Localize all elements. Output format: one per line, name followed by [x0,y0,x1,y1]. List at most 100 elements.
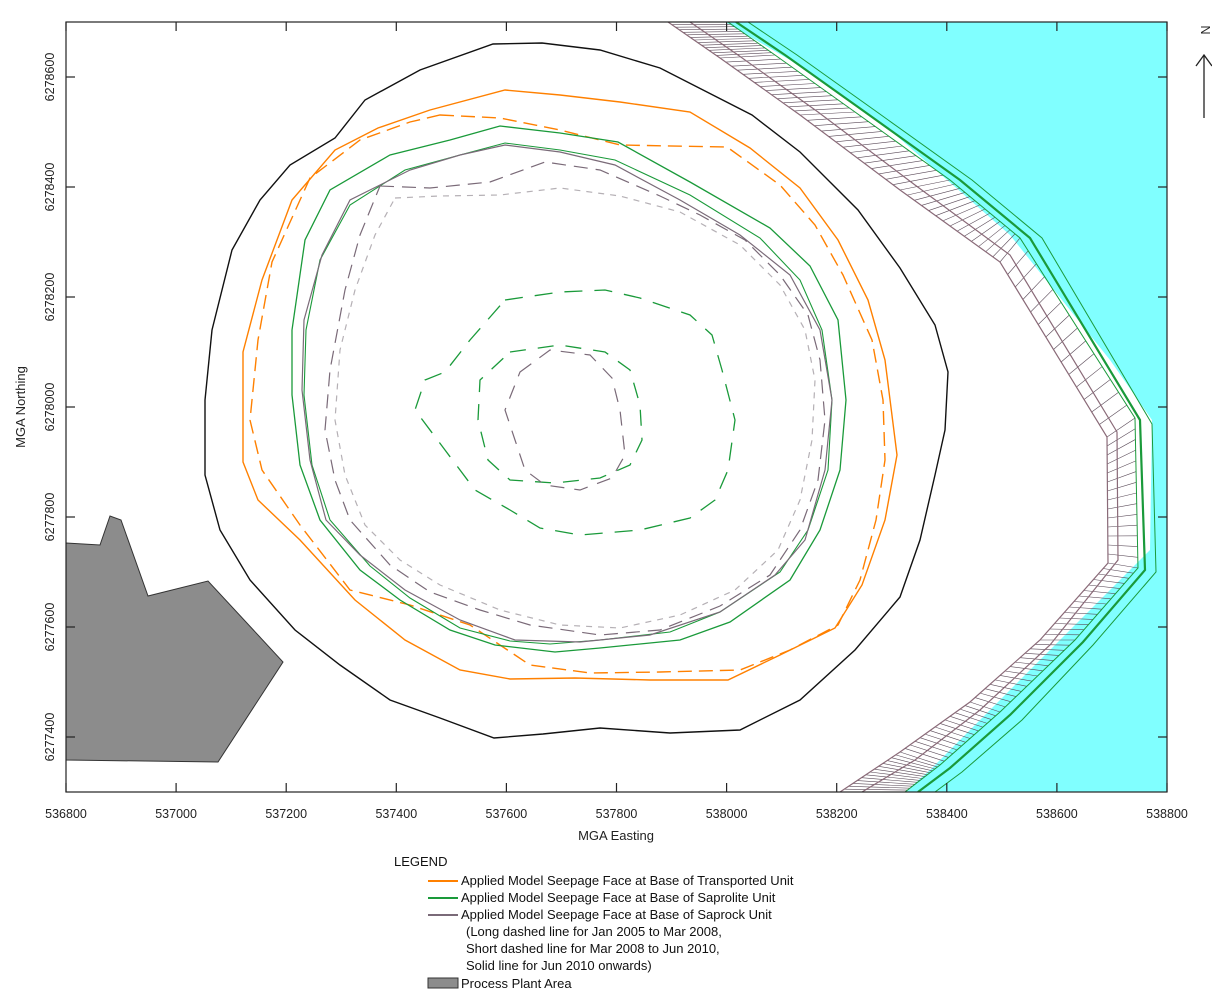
hatch-mark [1107,544,1138,547]
hatch-mark [994,679,1027,687]
water-body [725,22,1167,792]
hatch-mark [794,107,850,112]
legend-label-saprock: Applied Model Seepage Face at Base of Sa… [461,907,772,922]
hatch-mark [984,688,1017,697]
hatch-mark [719,54,776,59]
hatch-mark [857,780,916,785]
hatch-mark [924,733,962,747]
hatch-mark [807,116,862,121]
saprock-dashed-contour [324,161,826,636]
hatch-mark [959,708,992,720]
hatch-mark [1009,666,1043,672]
x-tick-label: 538600 [1036,807,1078,821]
hatch-mark [909,744,949,758]
x-tick-label: 537800 [596,807,638,821]
hatch-mark [885,169,937,180]
hatch-mark [921,192,966,206]
hatch-mark [771,91,827,95]
hatch-mark [887,760,933,772]
hatch-mark [1045,314,1070,338]
hatch-mark [759,83,816,87]
y-tick-label: 6278600 [43,53,57,102]
process-plant-area [66,515,284,763]
hatch-mark [929,730,966,743]
hatch-mark [1107,449,1136,465]
legend-note-1: (Long dashed line for Jan 2005 to Mar 20… [466,924,722,939]
hatch-mark [821,126,876,132]
hatch-mark [954,712,988,724]
hatch-mark [899,751,941,766]
hatch-mark [1059,617,1094,620]
shoreline-outer-saprock [667,22,1109,792]
x-tick-label: 538000 [706,807,748,821]
hatch-mark [1038,302,1062,325]
hatch-mark [1083,590,1116,595]
hatch-mark [705,45,762,49]
hatch-mark [782,99,838,104]
hatch-mark [1088,584,1121,589]
hatch-mark [1053,327,1078,350]
hatch-mark [1106,439,1136,456]
map-content [66,22,1167,792]
hatch-mark [1078,595,1112,600]
y-tick-label: 6278200 [43,273,57,322]
hatch-mark [914,187,961,201]
hatch-mark [1107,492,1137,501]
shoreline-green-1 [727,22,1139,792]
hatch-mark [1106,417,1136,438]
hatch-mark [1054,623,1089,625]
x-tick-label: 538800 [1146,807,1188,821]
x-tick-label: 537200 [265,807,307,821]
hatch-mark [874,768,926,777]
hatch-mark [1064,612,1098,615]
y-axis-title: MGA Northing [13,366,28,448]
y-tick-label: 6277400 [43,713,57,762]
hatch-mark [748,75,804,79]
saprock-solid-contour [301,144,833,643]
legend-swatch-plant [427,977,459,989]
hatch-mark [1091,392,1119,413]
hatch-mark [1083,379,1111,400]
hatch-mark [899,179,951,191]
hatch-mark [737,66,793,71]
hatch-mark [892,174,944,185]
hatch-mark [848,785,911,789]
hatch-mark [942,204,981,222]
hatch-mark [1107,481,1137,492]
hatch-mark [869,771,923,779]
hatch-mark [857,150,910,159]
hatch-mark [935,200,976,216]
hatch-mark [1107,503,1137,510]
hatch-mark [891,757,936,770]
hatch-mark [974,697,1006,708]
hatch-mark [852,783,913,787]
hatch-mark [1004,670,1038,677]
hatch-mark [939,723,975,735]
hatch-mark [928,196,971,211]
x-tick-label: 537400 [375,807,417,821]
hatch-mark [693,38,752,41]
hatch-mark [708,47,765,51]
hatch-mark [686,33,745,36]
hatch-mark [1024,652,1059,656]
hatch-mark [999,237,1021,263]
hatch-mark [878,765,928,775]
hatch-mark [828,131,883,137]
shoreline-green-2 [735,22,1147,792]
hatch-mark [1030,289,1054,313]
hatch-mark [989,683,1022,692]
hatch-mark [849,145,903,153]
hatch-mark [878,165,930,175]
hatch-mark [1034,644,1070,646]
y-tick-label: 6277600 [43,603,57,652]
hatch-mark [969,701,1001,713]
hatch-mark [765,87,821,91]
hatch-mark [956,212,991,232]
embankment-hatch [668,22,1139,791]
y-tick-label: 6278400 [43,163,57,212]
hatch-mark [742,70,798,75]
hatch-mark [716,52,772,56]
hatch-mark [712,49,769,54]
hatch-mark [842,140,896,148]
hatch-mark [1068,353,1095,375]
